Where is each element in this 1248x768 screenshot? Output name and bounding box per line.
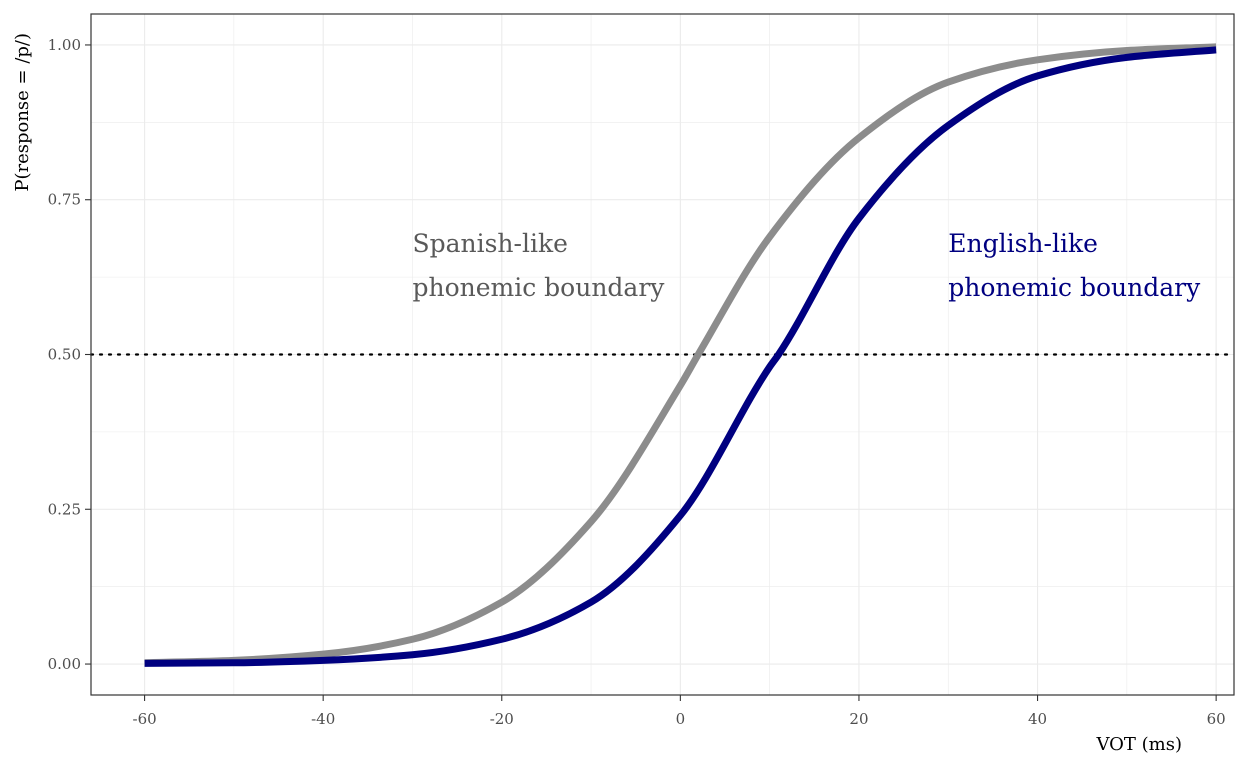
y-tick-label: 0.75 xyxy=(48,191,81,209)
annotation-line: phonemic boundary xyxy=(412,273,665,302)
annotation-1: English-like phonemic boundary xyxy=(948,229,1201,302)
annotation-layer: Spanish-like phonemic boundaryEnglish-lik… xyxy=(412,229,1201,302)
annotation-line: Spanish-like xyxy=(412,229,567,258)
y-tick-label: 0.25 xyxy=(48,500,81,518)
axis-layer: -60 -40 -20 0 20 40 60 0.00 0.25 0.50 0.75 1.00 VOT … xyxy=(12,33,1226,755)
x-axis-title: VOT (ms) xyxy=(1095,734,1182,755)
annotation-line: phonemic boundary xyxy=(948,273,1201,302)
annotation-0: Spanish-like phonemic boundary xyxy=(412,229,665,302)
x-tick-label: 40 xyxy=(1028,710,1047,728)
series-line-1 xyxy=(144,46,1217,667)
y-tick-label: 1.00 xyxy=(48,36,81,54)
y-axis-title: P(response = /p/) xyxy=(12,33,33,192)
x-tick-label: -60 xyxy=(133,710,157,728)
annotation-line: English-like xyxy=(948,229,1098,258)
series-line-0 xyxy=(144,43,1217,667)
series-layer xyxy=(144,43,1217,667)
y-tick-label: 0.50 xyxy=(48,346,81,364)
x-tick-label: 20 xyxy=(849,710,868,728)
x-tick-label: 0 xyxy=(676,710,686,728)
x-tick-label: -40 xyxy=(311,710,335,728)
y-tick-label: 0.00 xyxy=(48,655,81,673)
x-tick-label: -20 xyxy=(490,710,514,728)
x-tick-label: 60 xyxy=(1207,710,1226,728)
